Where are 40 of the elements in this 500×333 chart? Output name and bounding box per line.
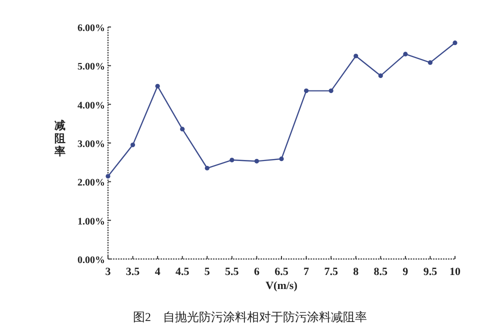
point <box>428 60 433 65</box>
caption: 图2 自抛光防污涂料相对于防污涂料减阻率 <box>133 310 367 324</box>
point <box>304 88 309 94</box>
x-tick-label: 3 <box>105 266 112 278</box>
x-tick-label: 5.5 <box>225 266 240 278</box>
point <box>354 54 358 58</box>
x-tick-label: 9.5 <box>423 266 438 278</box>
x-tick-label: 7 <box>304 266 310 278</box>
y-axis-title: 减阻率 <box>54 119 66 158</box>
point <box>106 174 110 179</box>
y-tick-label: 2.00% <box>78 178 105 189</box>
point <box>130 142 136 148</box>
point <box>378 73 383 78</box>
point <box>230 158 234 162</box>
y-tick-label: 0.00% <box>78 255 105 266</box>
x-tick-label: 9 <box>402 266 409 278</box>
x-tick-label: 6 <box>254 266 260 278</box>
x-tick-label: 3.5 <box>126 266 140 278</box>
y-tick-label: 5.00% <box>78 62 105 73</box>
point <box>328 88 334 94</box>
y-tick-label: 4.00% <box>78 100 105 112</box>
point <box>155 84 160 88</box>
point <box>254 158 260 164</box>
y-tick-label: 6.00% <box>78 23 105 34</box>
point <box>403 52 408 56</box>
point <box>204 166 210 170</box>
x-tick-label: 5 <box>204 266 210 278</box>
x-tick-label: 10 <box>450 266 461 278</box>
x-tick-label: 4 <box>154 266 161 278</box>
point <box>279 156 284 162</box>
y-tick-label: 3.00% <box>78 139 105 150</box>
point <box>180 126 185 132</box>
x-axis-title: V(m/s) <box>266 280 298 292</box>
x-tick-label: 6.5 <box>274 266 289 278</box>
y-tick-label: 1.00% <box>78 216 105 228</box>
x-tick-label: 8 <box>353 266 360 278</box>
x-tick-label: 8.5 <box>374 266 388 278</box>
x-tick-label: 7.5 <box>324 266 338 278</box>
point <box>452 40 458 46</box>
x-tick-label: 4.5 <box>175 266 190 278</box>
